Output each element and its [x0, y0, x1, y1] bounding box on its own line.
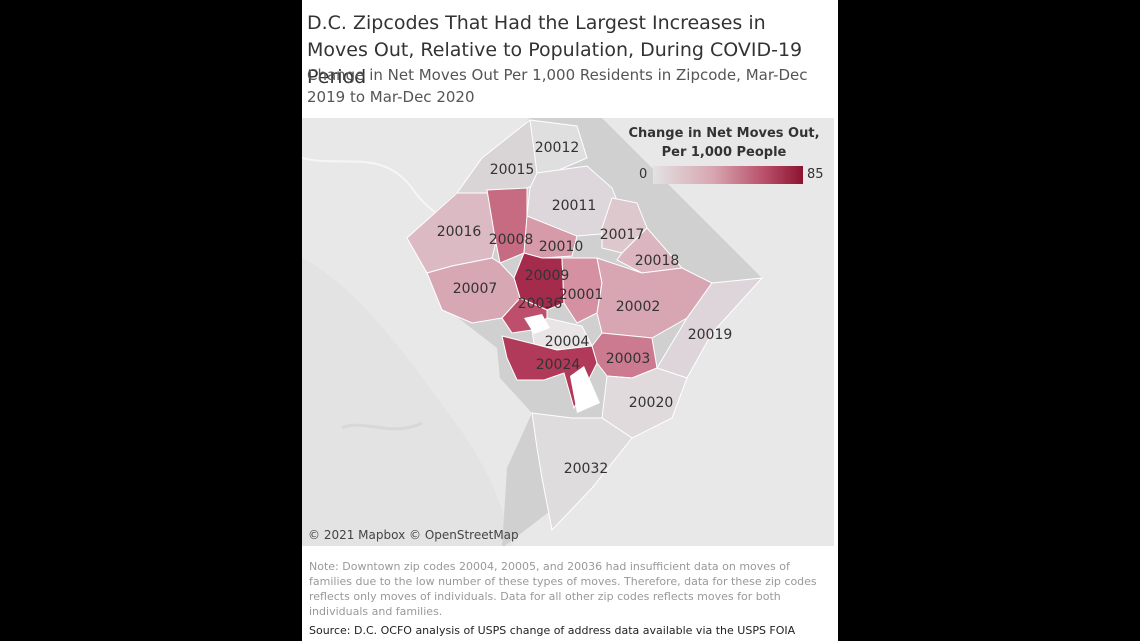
legend-title: Change in Net Moves Out, Per 1,000 Peopl… [628, 126, 820, 160]
basemap-river-branch [341, 421, 423, 431]
map-title: D.C. Zipcodes That Had the Largest Incre… [307, 12, 803, 88]
zip-label-20011: 20011 [552, 198, 597, 214]
source-line: Source: D.C. OCFO analysis of USPS chang… [309, 624, 796, 641]
zip-area-20032[interactable] [531, 412, 633, 532]
zip-label-20004: 20004 [545, 334, 590, 350]
zip-label-20003: 20003 [606, 351, 651, 367]
zip-label-20032: 20032 [564, 461, 609, 477]
choropleth-map[interactable]: 20012 20015 20011 20016 20008 20010 2001… [302, 118, 834, 546]
zip-label-20036: 20036 [518, 296, 563, 312]
downtown-gap [524, 314, 550, 334]
footnote: Note: Downtown zip codes 20004, 20005, a… [309, 560, 817, 618]
zip-label-20018: 20018 [635, 253, 680, 269]
zip-area-20018[interactable] [616, 227, 683, 274]
color-legend: 0 85 [639, 166, 829, 186]
zip-label-20008: 20008 [489, 232, 534, 248]
zip-label-20019: 20019 [688, 327, 733, 343]
zip-area-20002[interactable] [596, 257, 713, 339]
zip-label-20009: 20009 [525, 268, 570, 284]
zip-label-20002: 20002 [616, 299, 661, 315]
zip-area-20010[interactable] [523, 215, 578, 259]
legend-min-label: 0 [639, 167, 648, 182]
zip-label-20012: 20012 [535, 140, 580, 156]
zip-label-20010: 20010 [539, 239, 584, 255]
zip-area-20007[interactable] [426, 257, 521, 324]
anacostia-gap [570, 366, 600, 413]
zip-label-20017: 20017 [600, 227, 645, 243]
zip-label-20024: 20024 [536, 357, 581, 373]
basemap-virginia [302, 258, 512, 546]
zip-label-20007: 20007 [453, 281, 498, 297]
zip-label-20016: 20016 [437, 224, 482, 240]
legend-max-label: 85 [807, 167, 824, 182]
map-svg[interactable]: 20012 20015 20011 20016 20008 20010 2001… [302, 118, 834, 546]
legend-gradient-bar [653, 166, 803, 184]
map-attribution[interactable]: © 2021 Mapbox © OpenStreetMap [308, 528, 519, 542]
zip-label-20020: 20020 [629, 395, 674, 411]
zip-label-20015: 20015 [490, 162, 535, 178]
map-subtitle: Change in Net Moves Out Per 1,000 Reside… [307, 66, 808, 106]
zip-area-20011[interactable] [526, 165, 623, 237]
zip-label-20001: 20001 [559, 287, 604, 303]
dashboard-panel: D.C. Zipcodes That Had the Largest Incre… [302, 0, 838, 641]
